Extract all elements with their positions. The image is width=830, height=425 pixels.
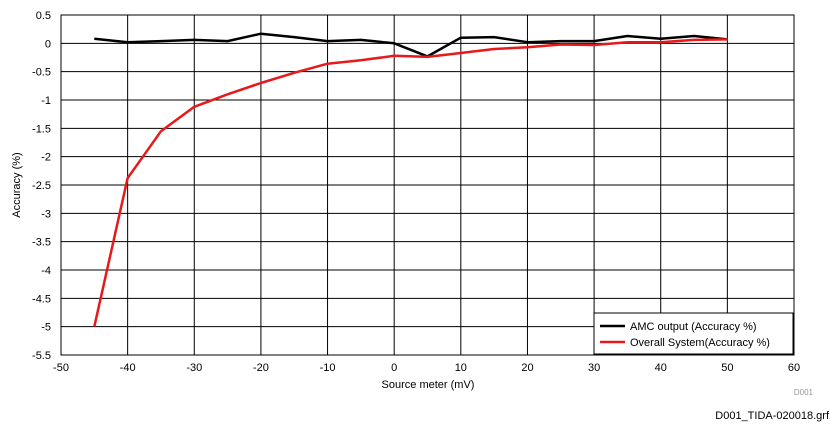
x-tick-label: -10	[320, 362, 336, 374]
x-tick-label: -30	[186, 362, 202, 374]
plot-frame	[60, 14, 795, 356]
y-tick-label: 0	[45, 38, 51, 50]
x-tick-label: 60	[788, 362, 800, 374]
x-tick-labels: -50 -40 -30 -20 -10 0 10 20 30 40 50 60	[53, 362, 800, 374]
x-tick-label: -50	[53, 362, 69, 374]
y-tick-label: -2	[41, 152, 51, 164]
legend-label-overall: Overall System(Accuracy %)	[630, 337, 770, 349]
x-tick-label: 0	[391, 362, 397, 374]
plot-tag: D001	[794, 388, 814, 397]
x-tick-label: 50	[721, 362, 733, 374]
x-axis-title: Source meter (mV)	[382, 379, 475, 391]
x-tick-label: 10	[455, 362, 467, 374]
legend: AMC output (Accuracy %) Overall System(A…	[593, 312, 794, 355]
y-tick-label: 0.5	[36, 10, 51, 22]
series-line-overall-system	[93, 38, 728, 327]
y-tick-labels: 0.5 0 -0.5 -1 -1.5 -2 -2.5 -3 -3.5 -4 -4.5 -5 -5.5	[32, 10, 51, 362]
x-tick-label: 30	[588, 362, 600, 374]
y-axis-title: Accuracy (%)	[11, 152, 23, 217]
x-tick-label: -20	[253, 362, 269, 374]
y-tick-label: -1.5	[32, 123, 51, 135]
grid	[60, 14, 795, 356]
y-tick-label: -5.5	[32, 350, 51, 362]
x-tick-label: 40	[655, 362, 667, 374]
file-tag: D001_TIDA-020018.grf	[715, 410, 830, 422]
y-tick-label: -5	[41, 322, 51, 334]
y-tick-label: -4	[41, 265, 51, 277]
y-tick-label: -1	[41, 95, 51, 107]
series-line-amc-output	[94, 32, 728, 58]
y-tick-label: -3	[41, 208, 51, 220]
y-tick-label: -2.5	[32, 180, 51, 192]
x-tick-label: -40	[120, 362, 136, 374]
series-lines	[93, 32, 728, 327]
legend-label-amc: AMC output (Accuracy %)	[630, 321, 757, 333]
y-tick-label: -4.5	[32, 293, 51, 305]
x-tick-label: 20	[521, 362, 533, 374]
legend-box	[593, 312, 794, 355]
y-tick-label: -0.5	[32, 67, 51, 79]
y-tick-label: -3.5	[32, 237, 51, 249]
